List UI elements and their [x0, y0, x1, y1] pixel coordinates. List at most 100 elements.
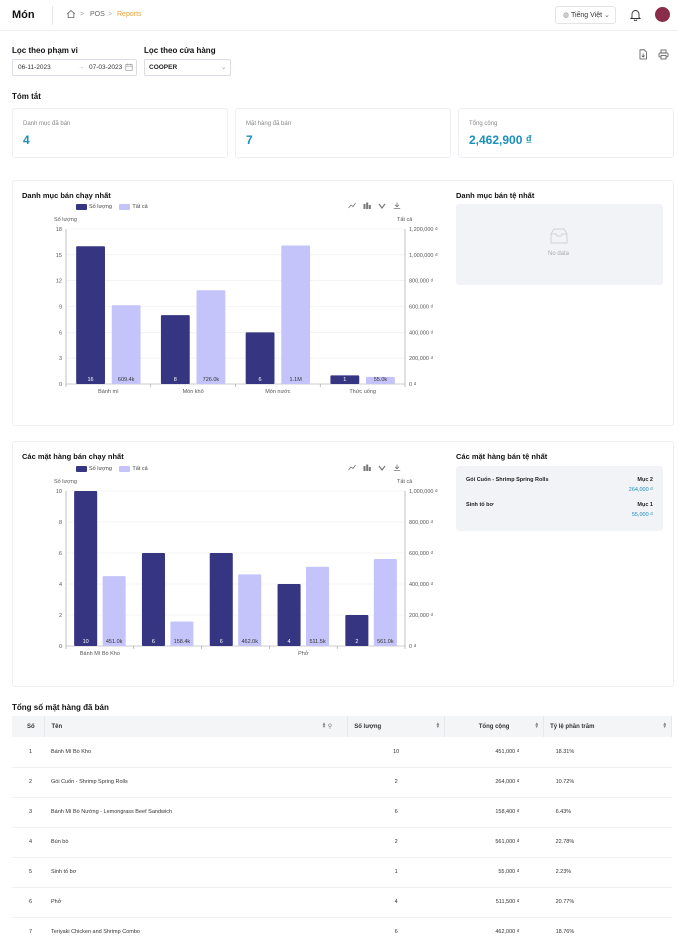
table-row[interactable]: 1 Bánh Mì Bò Kho 10 451,000 ₫ 18.31% — [12, 737, 672, 768]
y2-tick-label: 200,000 ₫ — [409, 356, 433, 362]
summary-card-categories: Danh mục đã bán 4 — [12, 108, 228, 158]
sort-icon[interactable]: ▴ ▾ — [322, 721, 326, 730]
column-header-percent[interactable]: Tỷ lệ phần trăm ▴ ▾ — [543, 716, 672, 737]
summary-value: 4 — [23, 133, 30, 147]
legend-item-total[interactable]: Tất cả — [119, 466, 148, 472]
items-table: Số Tên ⚲ ▴ ▾ Số lượng ▴ ▾ Tổng cộng ▴ ▾ Tỷ lệ p… — [12, 716, 672, 945]
table-row[interactable]: 3 Bánh Mì Bò Nướng - Lemongrass Beef Sand… — [12, 797, 672, 828]
sort-icon[interactable]: ▴ ▾ — [535, 721, 539, 730]
worst-items-list: Gói Cuốn - Shrimp Spring Rolls Mục 2 264… — [456, 466, 663, 531]
page-title: Món — [12, 9, 35, 21]
worst-item-value: 264,000 ₫ — [628, 487, 653, 493]
bell-icon[interactable] — [629, 9, 642, 23]
chart-legend: Số lượng Tất cả — [76, 466, 148, 472]
bar-label: 8 — [174, 377, 177, 383]
home-icon[interactable] — [66, 9, 76, 21]
column-header-total[interactable]: Tổng cộng ▴ ▾ — [444, 716, 545, 737]
cell-percent: 2.23% — [543, 857, 672, 888]
bar-label: 6 — [259, 377, 262, 383]
y2-tick-label: 400,000 ₫ — [409, 330, 433, 336]
y-tick-label: 10 — [56, 489, 62, 495]
y2-tick-label: 1,000,000 ₫ — [409, 253, 438, 259]
breadcrumb-separator: > — [108, 11, 113, 18]
cell-percent: 10.72% — [543, 767, 672, 798]
y2-tick-label: 0 ₫ — [409, 382, 417, 388]
sort-icon[interactable]: ▴ ▾ — [436, 721, 440, 730]
y-tick-label: 6 — [59, 330, 62, 336]
x-tick-label: Bánh Mì Bò Kho — [80, 651, 120, 657]
summary-card-total: Tổng cộng 2,462,900 ₫ — [458, 108, 674, 158]
left-axis-title: Số lượng — [54, 479, 77, 485]
y-tick-label: 0 — [59, 382, 62, 388]
y2-tick-label: 400,000 ₫ — [409, 582, 433, 588]
line-chart-icon[interactable] — [348, 202, 356, 211]
date-from-field[interactable]: 06-11-2023 — [18, 64, 51, 71]
bar-label: 462.0k — [241, 639, 258, 645]
column-header-qty[interactable]: Số lượng ▴ ▾ — [347, 716, 446, 737]
bar-label: 609.4k — [118, 377, 135, 383]
arrow-right-icon: → — [78, 64, 85, 71]
cell-total: 462,000 ₫ — [444, 917, 544, 945]
chart-toolbox — [348, 202, 401, 211]
table-row[interactable]: 2 Gói Cuốn - Shrimp Spring Rolls 2 264,000 … — [12, 767, 672, 798]
best-categories-title: Danh mục bán chạy nhất — [22, 191, 111, 200]
summary-value: 7 — [246, 133, 253, 147]
cell-total: 55,000 ₫ — [444, 857, 544, 888]
table-row[interactable]: 4 Bún bò 2 561,000 ₫ 22.78% — [12, 827, 672, 858]
cell-qty: 2 — [347, 827, 445, 858]
bar-total — [306, 566, 330, 646]
date-to-field[interactable]: 07-03-2023 — [89, 64, 123, 71]
range-filter-label: Lọc theo phạm vi — [12, 46, 78, 55]
line-chart-icon[interactable] — [348, 464, 356, 473]
y-tick-label: 3 — [59, 356, 62, 362]
restore-icon[interactable] — [378, 203, 386, 211]
empty-text: No data — [548, 251, 570, 257]
y-tick-label: 0 — [59, 644, 62, 650]
x-tick-label: Món nước — [265, 389, 291, 395]
cell-total: 264,000 ₫ — [444, 767, 544, 798]
x-tick-label: Thức uống — [349, 389, 376, 395]
y-tick-label: 18 — [56, 227, 62, 233]
column-header-name[interactable]: Tên ⚲ ▴ ▾ — [44, 716, 349, 737]
globe-icon: ◍ — [563, 12, 571, 19]
y2-tick-label: 1,200,000 ₫ — [409, 227, 438, 233]
bar-label: 451.0k — [106, 639, 123, 645]
date-range-picker[interactable]: 06-11-2023 → 07-03-2023 — [12, 59, 137, 76]
cell-qty: 1 — [347, 857, 445, 888]
y-tick-label: 15 — [56, 253, 62, 259]
language-select[interactable]: ◍ Tiếng Việt ⌄ — [555, 6, 616, 24]
calendar-icon[interactable] — [125, 63, 133, 73]
sort-icon[interactable]: ▴ ▾ — [663, 721, 666, 730]
chart-legend: Số lượng Tất cả — [76, 204, 148, 210]
bar-label: 55.0k — [374, 377, 388, 383]
y2-tick-label: 600,000 ₫ — [409, 551, 433, 557]
cell-no: 7 — [12, 917, 45, 945]
bar-label: 6 — [152, 639, 155, 645]
x-tick-label: Món khô — [183, 389, 204, 395]
legend-item-qty[interactable]: Số lượng — [76, 466, 112, 472]
table-row[interactable]: 7 Teriyaki Chicken and Shrimp Combo 6 462,0… — [12, 917, 672, 945]
y-tick-label: 6 — [59, 551, 62, 557]
cell-name: Gói Cuốn - Shrimp Spring Rolls — [44, 767, 348, 798]
restore-icon[interactable] — [378, 465, 386, 473]
print-icon[interactable] — [658, 49, 669, 60]
search-icon[interactable]: ⚲ — [327, 724, 333, 730]
bar-chart-icon[interactable] — [363, 202, 371, 211]
legend-item-total[interactable]: Tất cả — [119, 204, 148, 210]
store-select[interactable]: COOPER ⌄ — [144, 59, 231, 76]
export-icon[interactable] — [638, 49, 649, 60]
breadcrumb-pos[interactable]: POS — [90, 11, 105, 18]
avatar[interactable] — [655, 7, 670, 22]
legend-item-qty[interactable]: Số lượng — [76, 204, 112, 210]
column-header-no: Số — [12, 716, 46, 737]
cell-qty: 10 — [347, 737, 445, 768]
table-row[interactable]: 6 Phở 4 511,500 ₫ 20.77% — [12, 887, 672, 918]
download-icon[interactable] — [393, 464, 401, 473]
x-tick-label: Bánh mì — [98, 389, 119, 395]
bar-qty — [345, 615, 369, 646]
download-icon[interactable] — [393, 202, 401, 211]
bar-chart-icon[interactable] — [363, 464, 371, 473]
store-select-value: COOPER — [149, 64, 178, 71]
table-row[interactable]: 5 Sinh tố bơ 1 55,000 ₫ 2.23% — [12, 857, 672, 888]
y-tick-label: 9 — [59, 305, 62, 311]
